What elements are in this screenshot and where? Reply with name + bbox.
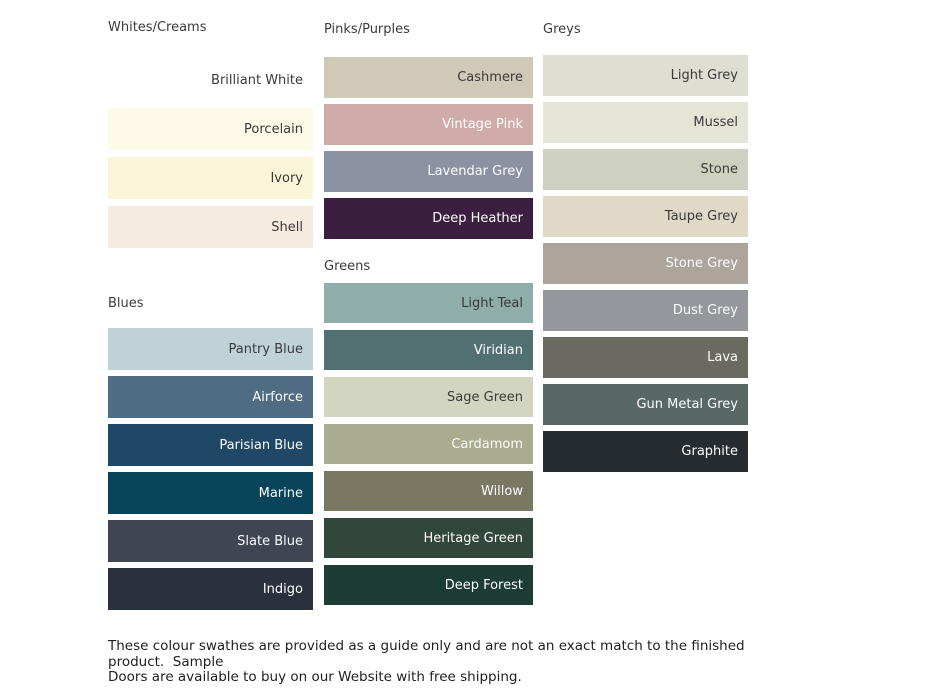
swatch-label: Gun Metal Grey (636, 397, 738, 412)
swatch-light-teal: Light Teal (324, 283, 533, 323)
swatch-marine: Marine (108, 472, 313, 514)
swatch-label: Cashmere (457, 70, 523, 85)
section-title: Whites/Creams (108, 20, 207, 35)
swatch-heritage-green: Heritage Green (324, 518, 533, 558)
disclaimer-line-2: Doors are available to buy on our Websit… (108, 669, 522, 685)
swatch-label: Shell (271, 219, 303, 235)
disclaimer-line-1: These colour swathes are provided as a g… (108, 638, 749, 670)
swatch-taupe-grey: Taupe Grey (543, 196, 748, 237)
swatch-gun-metal-grey: Gun Metal Grey (543, 384, 748, 425)
swatch-indigo: Indigo (108, 568, 313, 610)
swatch-label: Porcelain (244, 121, 303, 137)
swatch-parisian-blue: Parisian Blue (108, 424, 313, 466)
section-blues: Blues Pantry Blue Airforce Parisian Blue Mar… (108, 296, 313, 610)
swatch-cardamom: Cardamom (324, 424, 533, 464)
swatch-ivory: Ivory (108, 157, 313, 199)
swatch-label: Indigo (262, 581, 303, 597)
swatch-label: Graphite (681, 444, 738, 459)
swatch-deep-forest: Deep Forest (324, 565, 533, 605)
section-greys: Greys Light Grey Mussel Stone Taupe Grey Ston… (543, 22, 748, 472)
swatch-vintage-pink: Vintage Pink (324, 104, 533, 145)
swatch-label: Pantry Blue (228, 341, 304, 357)
swatch-graphite: Graphite (543, 431, 748, 472)
swatch-shell: Shell (108, 206, 313, 248)
swatch-airforce: Airforce (108, 376, 313, 418)
swatch-stone-grey: Stone Grey (543, 243, 748, 284)
swatch-dust-grey: Dust Grey (543, 290, 748, 331)
section-title: Greens (324, 259, 371, 274)
swatch-label: Lavendar Grey (427, 164, 523, 179)
swatch-label: Viridian (473, 342, 523, 358)
swatch-willow: Willow (324, 471, 533, 511)
section-greens: Greens Light Teal Viridian Sage Green Cardam… (324, 259, 533, 605)
swatch-label: Willow (481, 483, 523, 499)
swatch-porcelain: Porcelain (108, 108, 313, 150)
swatch-stone: Stone (543, 149, 748, 190)
swatch-label: Mussel (693, 115, 738, 130)
swatch-label: Airforce (252, 389, 303, 405)
swatch-label: Vintage Pink (442, 117, 523, 132)
section-title: Pinks/Purples (324, 22, 410, 37)
swatch-label: Deep Heather (432, 211, 523, 226)
swatch-label: Light Teal (461, 295, 523, 311)
swatch-lavendar-grey: Lavendar Grey (324, 151, 533, 192)
swatch-column-1: Pinks/Purples Cashmere Vintage Pink Lavenda… (324, 22, 533, 612)
swatch-label: Cardamom (451, 436, 523, 452)
swatch-deep-heather: Deep Heather (324, 198, 533, 239)
swatch-label: Dust Grey (672, 303, 738, 318)
section-title: Blues (108, 296, 144, 311)
disclaimer-text: These colour swathes are provided as a g… (108, 638, 773, 686)
swatch-label: Heritage Green (423, 530, 523, 546)
swatch-sage-green: Sage Green (324, 377, 533, 417)
swatch-column-2: Greys Light Grey Mussel Stone Taupe Grey Ston… (543, 22, 748, 478)
swatch-label: Stone Grey (665, 256, 739, 271)
swatch-viridian: Viridian (324, 330, 533, 370)
swatch-brilliant-white: Brilliant White (108, 59, 313, 101)
swatch-label: Slate Blue (237, 533, 303, 549)
swatch-label: Light Grey (670, 68, 738, 83)
swatch-label: Ivory (270, 170, 303, 186)
swatch-label: Brilliant White (211, 72, 303, 88)
swatch-label: Taupe Grey (664, 209, 738, 224)
section-whites-creams: Whites/Creams Brilliant White Porcelain Ivo… (108, 20, 313, 248)
swatch-slate-blue: Slate Blue (108, 520, 313, 562)
swatch-pantry-blue: Pantry Blue (108, 328, 313, 370)
section-title: Greys (543, 22, 581, 37)
swatch-label: Sage Green (447, 389, 523, 405)
swatch-cashmere: Cashmere (324, 57, 533, 98)
swatch-label: Deep Forest (444, 577, 523, 593)
swatch-column-0: Whites/Creams Brilliant White Porcelain Ivo… (108, 20, 313, 616)
swatch-label: Lava (707, 350, 738, 365)
section-pinks-purples: Pinks/Purples Cashmere Vintage Pink Lavenda… (324, 22, 533, 239)
swatch-lava: Lava (543, 337, 748, 378)
swatch-label: Marine (258, 485, 303, 501)
swatch-mussel: Mussel (543, 102, 748, 143)
swatch-label: Parisian Blue (219, 437, 303, 453)
swatch-label: Stone (700, 162, 738, 177)
swatch-light-grey: Light Grey (543, 55, 748, 96)
